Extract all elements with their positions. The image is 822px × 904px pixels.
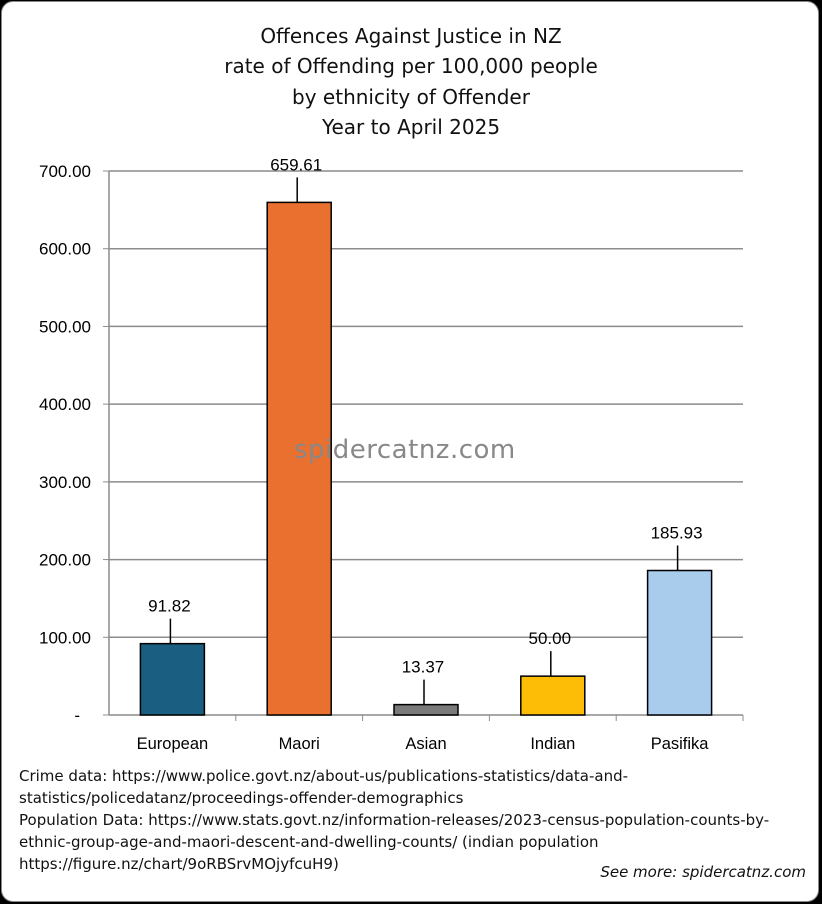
y-tick-label: 100.00 bbox=[39, 628, 91, 647]
data-label: 91.82 bbox=[148, 597, 191, 616]
category-label: Pasifika bbox=[651, 735, 710, 753]
source-line: statistics/policedatanz/proceedings-offe… bbox=[19, 789, 464, 807]
y-tick-label: 400.00 bbox=[39, 395, 91, 414]
data-label: 659.61 bbox=[270, 155, 322, 174]
bar bbox=[393, 703, 459, 716]
data-label: 185.93 bbox=[651, 524, 703, 543]
y-tick-label: 500.00 bbox=[39, 317, 91, 336]
y-tick-label: - bbox=[74, 706, 80, 725]
bar bbox=[520, 675, 586, 716]
category-label: European bbox=[137, 735, 209, 753]
category-label: Indian bbox=[530, 735, 575, 753]
y-tick-label: 300.00 bbox=[39, 473, 91, 492]
chart-title-line-3: by ethnicity of Offender bbox=[292, 85, 530, 109]
source-line: Crime data: https://www.police.govt.nz/a… bbox=[19, 767, 629, 785]
source-line: https://figure.nz/chart/9oRBSrvMOjyfcuH9… bbox=[19, 855, 339, 873]
bar bbox=[266, 201, 332, 716]
category-label: Asian bbox=[405, 735, 446, 753]
source-notes: Crime data: https://www.police.govt.nz/a… bbox=[19, 765, 814, 875]
bar bbox=[646, 569, 713, 716]
see-more-link[interactable]: See more: spidercatnz.com bbox=[600, 863, 806, 881]
data-label: 50.00 bbox=[529, 629, 572, 648]
chart-title-line-4: Year to April 2025 bbox=[321, 115, 501, 139]
data-label: 13.37 bbox=[402, 658, 445, 677]
chart-title-line-2: rate of Offending per 100,000 people bbox=[224, 54, 598, 78]
source-line: Population Data: https://www.stats.govt.… bbox=[19, 811, 770, 829]
bar-chart: - 100.00 200.00 300.00 400.00 500.00 600.00 700… bbox=[39, 155, 744, 753]
category-label: Maori bbox=[279, 735, 320, 753]
bar bbox=[139, 642, 206, 716]
y-tick-label: 600.00 bbox=[39, 240, 91, 259]
watermark: spidercatnz.com bbox=[294, 435, 516, 465]
source-line: ethnic-group-age-and-maori-descent-and-d… bbox=[19, 833, 599, 851]
y-tick-label: 700.00 bbox=[39, 162, 91, 181]
chart-title-line-1: Offences Against Justice in NZ bbox=[260, 24, 562, 48]
y-tick-label: 200.00 bbox=[39, 551, 91, 570]
